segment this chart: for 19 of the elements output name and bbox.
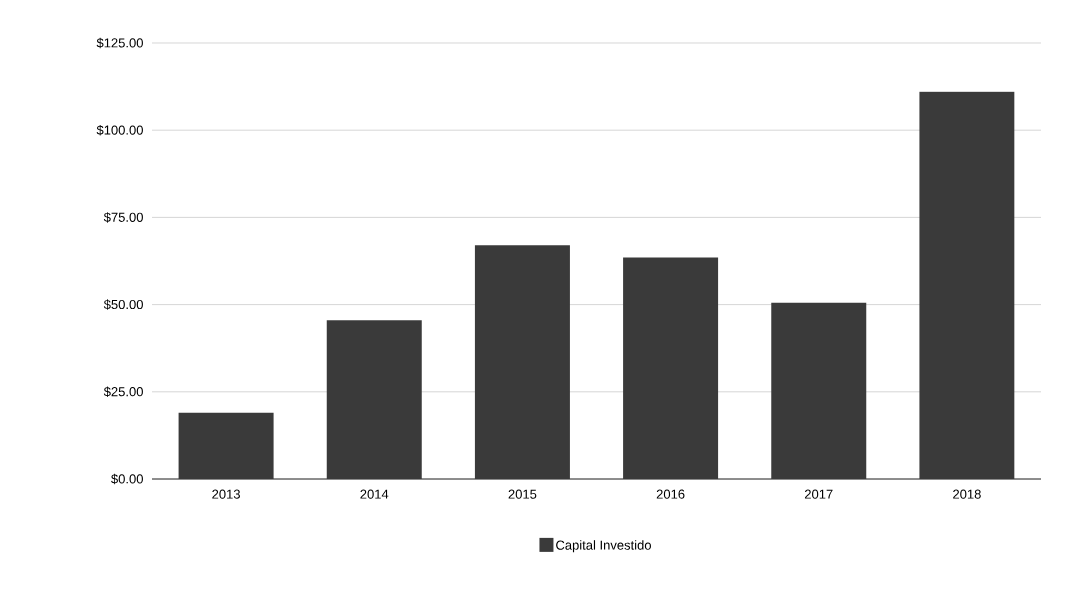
y-tick-label: $25.00: [103, 386, 143, 398]
y-tick-label: $100.00: [96, 124, 143, 136]
bar: [326, 320, 422, 479]
bar: [178, 412, 274, 479]
x-tick-label: 2016: [656, 489, 685, 499]
bar: [919, 91, 1015, 479]
bar: [623, 257, 719, 479]
y-tick-label: $125.00: [96, 37, 143, 49]
y-tick-label: $75.00: [103, 212, 143, 223]
y-tick-label: $50.00: [103, 299, 143, 310]
x-tick-label: 2015: [508, 489, 537, 499]
x-tick-label: 2013: [212, 489, 240, 499]
x-tick-label: 2018: [953, 489, 981, 499]
x-tick-label: 2017: [804, 489, 833, 499]
y-tick-label: $0.00: [111, 473, 143, 485]
bar: [474, 245, 570, 479]
legend-label: Capital Investido: [556, 540, 651, 553]
x-tick-label: 2014: [360, 489, 389, 499]
bar: [771, 302, 867, 479]
